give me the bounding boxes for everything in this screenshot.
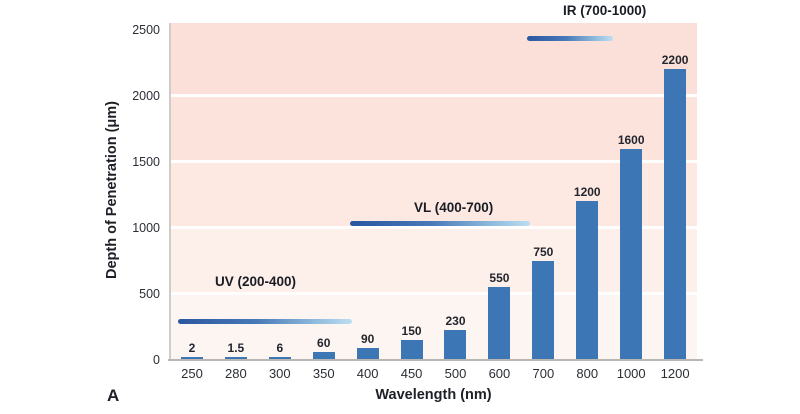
y-axis-title: Depth of Penetration (μm) — [104, 100, 120, 280]
x-tick-label: 300 — [268, 366, 291, 381]
y-tick-label: 1000 — [132, 220, 160, 235]
bar-slot: 1600 — [609, 23, 653, 360]
gridline — [170, 226, 697, 230]
y-tick-label: 500 — [139, 286, 160, 301]
bar-value-label: 1600 — [617, 132, 645, 147]
bar-slot: 1200 — [565, 23, 609, 360]
x-tick-label: 280 — [225, 366, 247, 381]
gridline — [170, 94, 697, 98]
bar-value-label: 60 — [317, 336, 331, 351]
bar — [620, 148, 643, 360]
x-tick-label: 800 — [576, 366, 599, 381]
bar-value-label: 1.5 — [227, 340, 245, 355]
x-tick-label: 450 — [400, 366, 423, 381]
bar — [224, 356, 247, 360]
bar — [268, 356, 291, 360]
bar-slot: 230 — [434, 23, 478, 360]
bar-value-label: 2200 — [661, 53, 689, 68]
x-tick-label: 1000 — [616, 366, 646, 381]
bar — [400, 340, 423, 360]
bar-slot: 550 — [477, 23, 521, 360]
y-tick-label: 2000 — [132, 88, 160, 103]
annotation-uv-gradient-line — [178, 319, 352, 324]
bars: 2 1.5 6 60 90 150 230 550 750 1200 1600 2200 — [170, 23, 697, 360]
x-tick-label: 350 — [312, 366, 335, 381]
bar-slot: 1.5 — [214, 23, 258, 360]
plot-area: 2 1.5 6 60 90 150 230 550 750 1200 1600 2200 — [170, 23, 697, 360]
panel-label: A — [107, 386, 120, 405]
x-axis-title: Wavelength (nm) — [375, 387, 492, 403]
background-band — [170, 227, 697, 294]
bar-slot: 750 — [521, 23, 565, 360]
background-band — [170, 95, 697, 162]
x-tick-label: 1200 — [660, 366, 690, 381]
x-tick-label: 700 — [532, 366, 555, 381]
bar — [180, 356, 203, 360]
background-band — [170, 293, 697, 360]
gridline — [170, 160, 697, 164]
bar-value-label: 230 — [445, 313, 466, 328]
bar-slot: 2 — [170, 23, 214, 360]
x-tick-label: 600 — [488, 366, 511, 381]
bar-value-label: 6 — [276, 340, 284, 355]
y-tick-label: 0 — [153, 353, 160, 367]
y-axis-line — [169, 23, 171, 360]
bar-slot: 6 — [258, 23, 302, 360]
x-tick-label: 500 — [444, 366, 467, 381]
bar-value-label: 750 — [533, 244, 554, 259]
bar-value-label: 1200 — [573, 185, 601, 200]
bar — [576, 201, 599, 360]
bar-value-label: 2 — [188, 340, 196, 355]
bar — [664, 69, 687, 360]
bar — [488, 287, 511, 360]
bar — [444, 329, 467, 360]
bar-slot: 60 — [302, 23, 346, 360]
bar — [312, 352, 335, 360]
y-tick-label: 2500 — [132, 22, 160, 37]
background-band — [170, 23, 697, 96]
bar-slot: 2200 — [653, 23, 697, 360]
annotation-vl-label: VL (400-700) — [414, 200, 494, 215]
x-tick-label: 250 — [181, 366, 203, 381]
bar-slot: 150 — [390, 23, 434, 360]
annotation-vl-gradient-line — [350, 221, 530, 226]
bar-value-label: 90 — [360, 332, 375, 347]
bar-value-label: 550 — [489, 271, 510, 286]
x-tick-label: 400 — [356, 366, 379, 381]
annotation-uv-label: UV (200-400) — [215, 274, 297, 289]
bar-slot: 90 — [346, 23, 390, 360]
gridline — [170, 292, 697, 296]
bar — [356, 348, 379, 360]
x-axis-line — [168, 359, 703, 361]
y-tick-label: 1500 — [132, 154, 160, 169]
bar — [532, 260, 555, 360]
annotation-ir-gradient-line — [527, 36, 613, 41]
bar-value-label: 150 — [401, 324, 422, 339]
x-tick-labels: 250 280 300 350 400 450 500 600 700 800 1000 1200 — [170, 366, 697, 381]
background-band — [170, 161, 697, 228]
annotation-ir-label: IR (700-1000) — [563, 3, 647, 18]
